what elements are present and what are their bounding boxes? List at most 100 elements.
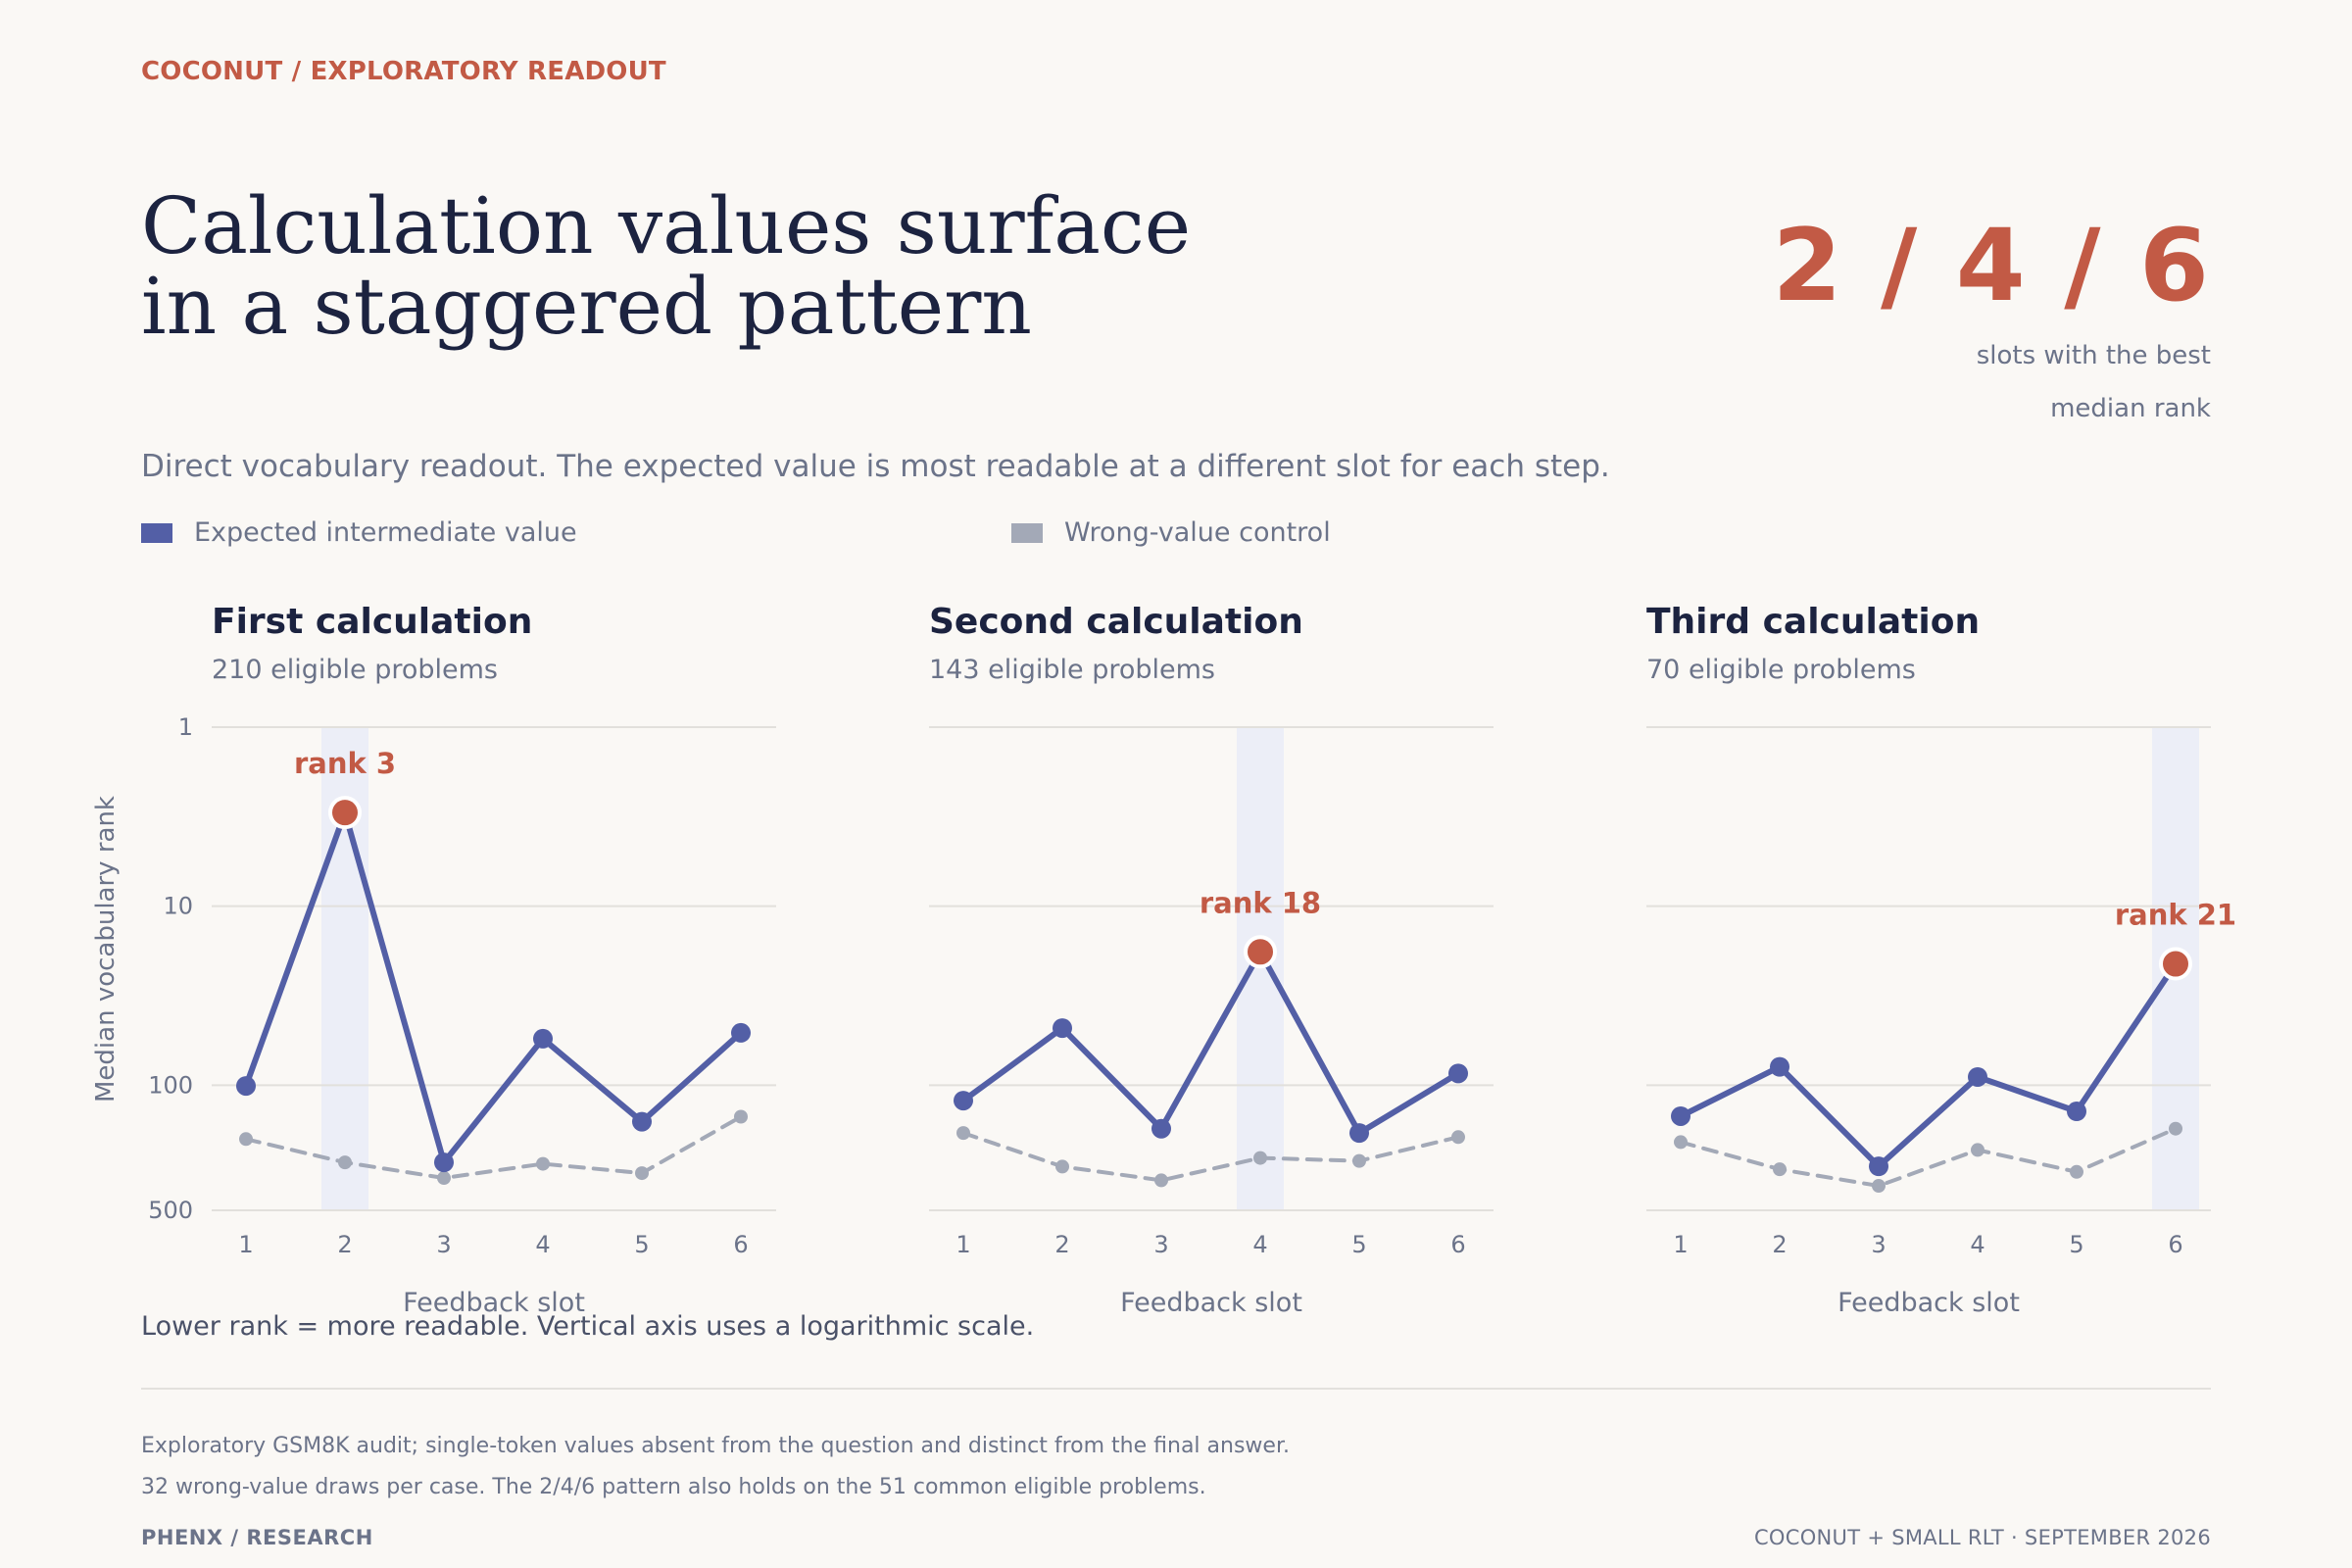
footnote-2: 32 wrong-value draws per case. The 2/4/6… xyxy=(141,1475,1206,1499)
control-point xyxy=(1773,1162,1787,1177)
x-tick-label: 3 xyxy=(1871,1231,1886,1258)
x-tick-label: 2 xyxy=(337,1231,352,1258)
x-tick-label: 6 xyxy=(2168,1231,2182,1258)
control-point xyxy=(1674,1135,1688,1150)
best-rank-annotation-2: rank 18 xyxy=(1200,886,1321,919)
expected-point xyxy=(1968,1066,1987,1087)
control-series-line-2 xyxy=(961,1131,1460,1183)
expected-point xyxy=(632,1111,652,1132)
panel-title-2: Second calculation xyxy=(929,602,1303,642)
expected-point xyxy=(1349,1123,1369,1144)
expected-point xyxy=(1869,1156,1888,1177)
best-slot-band-2 xyxy=(1237,727,1284,1210)
control-point xyxy=(1154,1173,1168,1188)
panel-subtitle-2: 143 eligible problems xyxy=(929,655,1215,685)
best-rank-annotation-1: rank 3 xyxy=(294,747,396,780)
expected-point xyxy=(954,1091,973,1111)
divider xyxy=(141,1388,2211,1390)
legend-label-expected: Expected intermediate value xyxy=(194,517,577,548)
x-tick-label: 5 xyxy=(1351,1231,1366,1258)
x-tick-label: 3 xyxy=(436,1231,451,1258)
expected-point xyxy=(1152,1118,1171,1139)
x-tick-label: 4 xyxy=(535,1231,550,1258)
page-title: Calculation values surface in a staggere… xyxy=(141,186,1415,347)
control-point xyxy=(1352,1153,1366,1168)
title-line-2: in a staggered pattern xyxy=(141,261,1032,352)
control-point xyxy=(1971,1143,1984,1157)
expected-point xyxy=(731,1022,751,1043)
x-tick-label: 6 xyxy=(733,1231,748,1258)
best-point xyxy=(1244,935,1277,969)
x-tick-label: 4 xyxy=(1252,1231,1267,1258)
x-tick-label: 6 xyxy=(1450,1231,1465,1258)
scale-note: Lower rank = more readable. Vertical axi… xyxy=(141,1311,1035,1342)
y-tick-label: 10 xyxy=(163,893,193,920)
footnote-1: Exploratory GSM8K audit; single-token va… xyxy=(141,1434,1290,1458)
panel-subtitle-1: 210 eligible problems xyxy=(212,655,498,685)
legend-swatch-control xyxy=(1011,522,1043,543)
control-point xyxy=(2169,1121,2182,1136)
x-tick-label: 5 xyxy=(634,1231,649,1258)
y-tick-label: 100 xyxy=(148,1071,193,1099)
subtitle: Direct vocabulary readout. The expected … xyxy=(141,449,1610,484)
control-point xyxy=(2070,1164,2083,1179)
expected-point xyxy=(1448,1063,1468,1084)
expected-series-line-1 xyxy=(243,809,744,1166)
expected-point xyxy=(236,1076,256,1097)
panel-title-1: First calculation xyxy=(212,602,532,642)
x-axis-label-2: Feedback slot xyxy=(1120,1288,1302,1318)
big-stat: 2 / 4 / 6 xyxy=(1772,208,2211,324)
credit: COCONUT + SMALL RLT · SEPTEMBER 2026 xyxy=(1753,1526,2211,1549)
kicker: COCONUT / EXPLORATORY READOUT xyxy=(141,57,666,86)
panel-title-3: Third calculation xyxy=(1646,602,1980,642)
stat-note-line-2: median rank xyxy=(2050,394,2211,423)
y-tick-label: 500 xyxy=(148,1197,193,1224)
best-point xyxy=(328,796,362,830)
legend-swatch-expected xyxy=(141,522,172,543)
expected-point xyxy=(1053,1018,1072,1039)
x-tick-label: 2 xyxy=(1772,1231,1787,1258)
control-point xyxy=(635,1166,649,1181)
stat-note-line-1: slots with the best xyxy=(1976,341,2211,370)
expected-series-line-3 xyxy=(1679,961,2179,1170)
legend-item-control: Wrong-value control xyxy=(1011,517,1331,548)
y-tick-label: 1 xyxy=(178,713,193,741)
y-axis-label: Median vocabulary rank xyxy=(91,796,121,1102)
expected-point xyxy=(2067,1102,2086,1122)
x-axis-label-3: Feedback slot xyxy=(1838,1288,2020,1318)
control-point xyxy=(437,1171,451,1186)
x-tick-label: 3 xyxy=(1153,1231,1168,1258)
control-point xyxy=(1055,1159,1069,1174)
control-point xyxy=(1451,1130,1465,1145)
control-point xyxy=(734,1109,748,1124)
x-tick-label: 1 xyxy=(238,1231,253,1258)
expected-point xyxy=(1770,1056,1789,1077)
control-point xyxy=(338,1155,352,1170)
control-point xyxy=(536,1156,550,1171)
expected-point xyxy=(434,1152,454,1173)
best-rank-annotation-3: rank 21 xyxy=(2115,899,2236,932)
x-axis-label-1: Feedback slot xyxy=(403,1288,585,1318)
expected-series-line-2 xyxy=(961,949,1460,1137)
control-series-line-3 xyxy=(1679,1126,2178,1189)
control-point xyxy=(1253,1151,1267,1165)
stat-note: slots with the best median rank xyxy=(1917,329,2211,435)
x-tick-label: 2 xyxy=(1054,1231,1069,1258)
brand: PHENX / RESEARCH xyxy=(141,1526,373,1549)
control-series-line-1 xyxy=(244,1114,743,1181)
x-tick-label: 4 xyxy=(1970,1231,1984,1258)
x-tick-label: 1 xyxy=(956,1231,970,1258)
control-point xyxy=(239,1132,253,1147)
best-point xyxy=(2159,947,2192,981)
expected-point xyxy=(533,1028,553,1049)
x-tick-label: 1 xyxy=(1673,1231,1688,1258)
expected-point xyxy=(1671,1105,1690,1126)
control-point xyxy=(956,1126,970,1141)
legend-label-control: Wrong-value control xyxy=(1064,517,1331,548)
x-tick-label: 5 xyxy=(2069,1231,2083,1258)
control-point xyxy=(1872,1179,1886,1194)
panel-subtitle-3: 70 eligible problems xyxy=(1646,655,1916,685)
charts-svg: First calculation 210 eligible problems 1 1… xyxy=(91,602,2236,1318)
legend-item-expected: Expected intermediate value xyxy=(141,517,577,548)
title-line-1: Calculation values surface xyxy=(141,180,1192,271)
